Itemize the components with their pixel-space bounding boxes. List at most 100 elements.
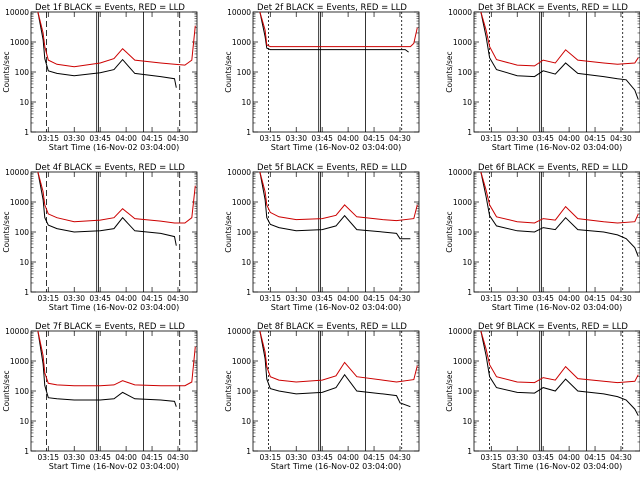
x-tick-label: 03:15 xyxy=(259,134,281,143)
x-tick-label: 03:45 xyxy=(89,453,111,462)
x-tick-label: 04:30 xyxy=(389,134,411,143)
x-tick-label: 04:15 xyxy=(363,134,385,143)
detector-panel: Det 2f BLACK = Events, RED = LLD 1 10 100 10… xyxy=(224,3,420,152)
lld-series-line xyxy=(259,330,418,383)
x-tick-label: 03:45 xyxy=(532,134,554,143)
events-series-line xyxy=(259,330,411,408)
x-tick-label: 03:30 xyxy=(506,453,528,462)
x-tick-label: 03:15 xyxy=(480,134,502,143)
y-tick-label: 100 xyxy=(458,228,473,237)
x-tick-label: 04:30 xyxy=(167,453,189,462)
lld-series-line xyxy=(259,11,418,48)
y-tick-label: 10 xyxy=(462,417,472,426)
y-tick-label: 1000 xyxy=(10,357,29,366)
x-axis-label: Start Time (16-Nov-02 03:04:00) xyxy=(49,462,179,471)
x-tick-label: 04:15 xyxy=(141,134,163,143)
y-tick-label: 1000 xyxy=(10,198,29,207)
y-tick-label: 1 xyxy=(24,447,29,456)
x-axis-label: Start Time (16-Nov-02 03:04:00) xyxy=(492,303,622,312)
events-series-line xyxy=(37,330,177,407)
x-tick-label: 03:15 xyxy=(37,294,59,303)
y-tick-label: 1000 xyxy=(232,357,251,366)
y-tick-label: 1 xyxy=(246,447,251,456)
x-tick-label: 04:15 xyxy=(584,134,606,143)
y-tick-label: 100 xyxy=(237,387,252,396)
y-tick-label: 1 xyxy=(467,447,472,456)
x-tick-label: 04:00 xyxy=(337,294,359,303)
y-tick-label: 10 xyxy=(241,258,251,267)
panel-title: Det 5f BLACK = Events, RED = LLD xyxy=(257,163,407,173)
lld-series-line xyxy=(37,11,196,68)
x-tick-label: 04:30 xyxy=(610,134,632,143)
lld-series-line xyxy=(259,171,418,222)
x-tick-label: 04:00 xyxy=(115,294,137,303)
panel-title: Det 4f BLACK = Events, RED = LLD xyxy=(35,163,185,173)
x-tick-label: 04:00 xyxy=(115,453,137,462)
y-tick-label: 1 xyxy=(246,288,251,297)
y-axis-label: Counts/sec xyxy=(2,211,11,252)
panel-title: Det 1f BLACK = Events, RED = LLD xyxy=(35,3,185,13)
y-tick-label: 10000 xyxy=(5,168,29,177)
y-tick-label: 100 xyxy=(237,68,252,77)
y-axis-label: Counts/sec xyxy=(224,51,233,92)
x-tick-label: 04:15 xyxy=(584,453,606,462)
panel-title: Det 7f BLACK = Events, RED = LLD xyxy=(35,322,185,332)
x-tick-label: 03:30 xyxy=(63,294,85,303)
x-tick-label: 03:30 xyxy=(63,134,85,143)
x-tick-label: 03:30 xyxy=(285,294,307,303)
y-tick-label: 10 xyxy=(241,98,251,107)
detector-panel: Det 3f BLACK = Events, RED = LLD 1 10 100 10… xyxy=(445,3,640,152)
x-tick-label: 03:15 xyxy=(37,453,59,462)
y-tick-label: 1000 xyxy=(10,38,29,47)
x-tick-label: 04:00 xyxy=(337,134,359,143)
x-tick-label: 03:15 xyxy=(259,294,281,303)
y-tick-label: 100 xyxy=(15,387,30,396)
x-tick-label: 03:45 xyxy=(89,294,111,303)
x-tick-label: 03:15 xyxy=(37,134,59,143)
y-tick-label: 1 xyxy=(467,288,472,297)
detector-panel: Det 1f BLACK = Events, RED = LLD 1 10 100 10… xyxy=(2,3,198,152)
y-axis-label: Counts/sec xyxy=(445,370,454,411)
events-series-line xyxy=(259,171,411,240)
y-tick-label: 1 xyxy=(467,128,472,137)
x-tick-label: 04:00 xyxy=(558,453,580,462)
lld-series-line xyxy=(480,11,639,67)
panel-title: Det 2f BLACK = Events, RED = LLD xyxy=(257,3,407,13)
x-tick-label: 03:45 xyxy=(532,453,554,462)
y-axis-label: Counts/sec xyxy=(445,51,454,92)
detector-panel: Det 8f BLACK = Events, RED = LLD 1 10 100 10… xyxy=(224,322,420,471)
panel-title: Det 6f BLACK = Events, RED = LLD xyxy=(478,163,628,173)
plot-frame xyxy=(473,330,640,452)
detector-panel: Det 4f BLACK = Events, RED = LLD 1 10 100 10… xyxy=(2,163,198,312)
x-tick-label: 04:30 xyxy=(389,453,411,462)
plot-frame xyxy=(473,171,640,293)
y-tick-label: 100 xyxy=(15,228,30,237)
x-tick-label: 03:45 xyxy=(89,134,111,143)
y-tick-label: 10000 xyxy=(227,327,251,336)
x-tick-label: 03:30 xyxy=(285,134,307,143)
x-tick-label: 04:30 xyxy=(389,294,411,303)
x-tick-label: 04:15 xyxy=(584,294,606,303)
y-axis-label: Counts/sec xyxy=(2,370,11,411)
lld-series-line xyxy=(37,330,196,387)
x-tick-label: 04:30 xyxy=(610,294,632,303)
y-axis-label: Counts/sec xyxy=(2,51,11,92)
y-tick-label: 10 xyxy=(462,258,472,267)
detector-panel: Det 6f BLACK = Events, RED = LLD 1 10 100 10… xyxy=(445,163,640,312)
x-tick-label: 04:30 xyxy=(167,134,189,143)
y-tick-label: 1000 xyxy=(453,38,472,47)
events-series-line xyxy=(480,330,639,416)
y-tick-label: 10 xyxy=(19,417,29,426)
y-tick-label: 1000 xyxy=(232,38,251,47)
x-tick-label: 04:15 xyxy=(363,294,385,303)
events-series-line xyxy=(480,171,639,257)
x-tick-label: 03:15 xyxy=(259,453,281,462)
y-tick-label: 10 xyxy=(19,258,29,267)
panel-title: Det 8f BLACK = Events, RED = LLD xyxy=(257,322,407,332)
x-tick-label: 03:30 xyxy=(285,453,307,462)
plot-frame xyxy=(30,330,198,452)
x-tick-label: 03:45 xyxy=(311,453,333,462)
y-tick-label: 1000 xyxy=(453,198,472,207)
